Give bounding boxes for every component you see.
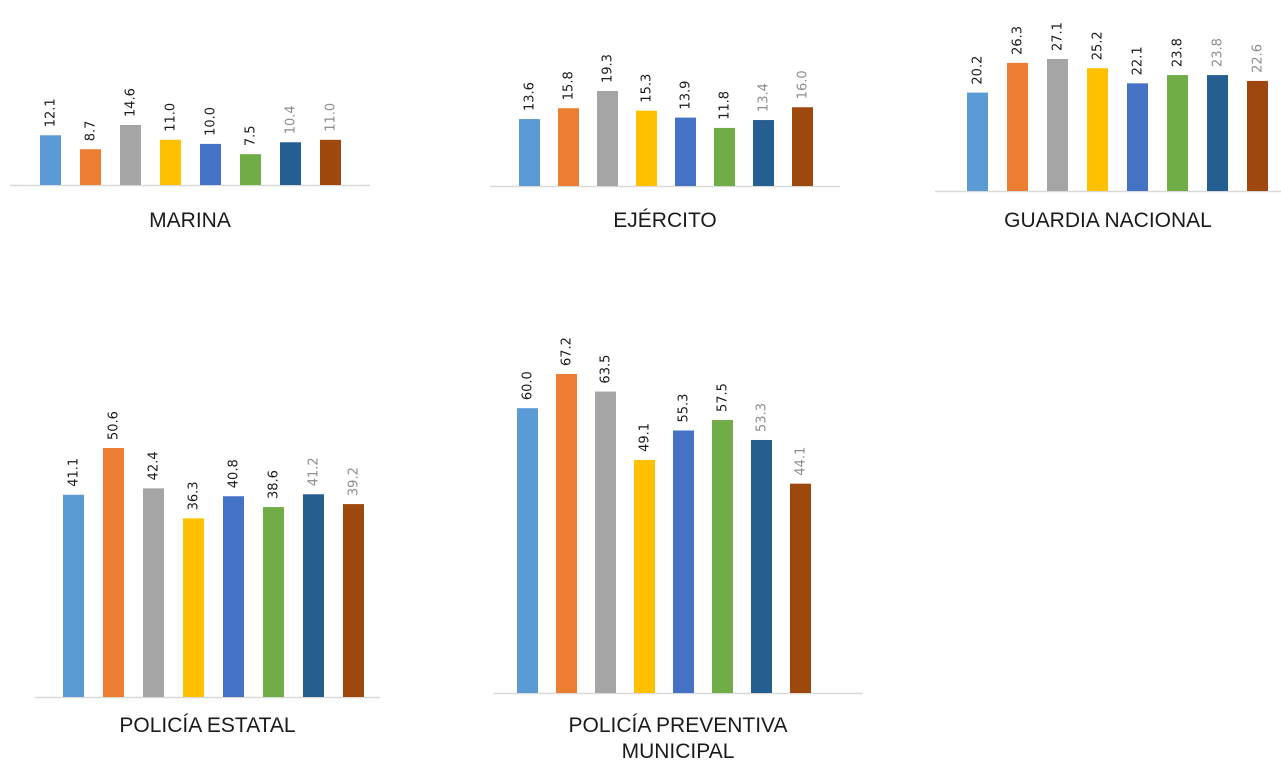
data-label-ejercito-7: 13.4 xyxy=(757,83,772,112)
data-label-policia-estatal-6: 38.6 xyxy=(267,470,282,499)
bar-guardia-nacional-8 xyxy=(1247,80,1268,191)
bar-policia-preventiva-municipal-2 xyxy=(556,374,577,693)
bar-ejercito-4 xyxy=(636,110,657,186)
bar-policia-estatal-2 xyxy=(103,448,124,697)
data-label-policia-estatal-8: 39.2 xyxy=(347,467,362,496)
data-label-marina-3: 14.6 xyxy=(124,88,139,117)
bar-guardia-nacional-5 xyxy=(1127,83,1148,191)
data-label-marina-4: 11.0 xyxy=(164,103,179,132)
data-label-policia-estatal-7: 41.2 xyxy=(307,457,322,486)
data-label-policia-estatal-3: 42.4 xyxy=(147,451,162,480)
chart-title-guardia-nacional: GUARDIA NACIONAL xyxy=(1004,209,1212,232)
data-label-guardia-nacional-5: 22.1 xyxy=(1131,46,1146,75)
bar-guardia-nacional-2 xyxy=(1007,62,1028,191)
data-label-policia-estatal-2: 50.6 xyxy=(107,411,122,440)
data-label-guardia-nacional-1: 20.2 xyxy=(971,56,986,85)
bar-policia-estatal-5 xyxy=(223,496,244,697)
chart-ejercito: 13.6 15.8 19.3 15.3 13.9 11.8 13.4 16.0 EJÉRCIT… xyxy=(490,40,840,240)
data-label-guardia-nacional-2: 26.3 xyxy=(1011,26,1026,55)
bar-ejercito-6 xyxy=(714,127,735,186)
bar-guardia-nacional-7 xyxy=(1207,75,1228,191)
data-label-policia-preventiva-municipal-6: 57.5 xyxy=(716,383,731,412)
bar-guardia-nacional-4 xyxy=(1087,68,1108,191)
data-label-policia-preventiva-municipal-1: 60.0 xyxy=(521,371,536,400)
bar-marina-7 xyxy=(280,142,301,185)
bar-policia-estatal-8 xyxy=(343,504,364,697)
bar-policia-preventiva-municipal-4 xyxy=(634,459,655,693)
data-label-policia-preventiva-municipal-4: 49.1 xyxy=(638,423,653,452)
chart-title-policia-estatal: POLICÍA ESTATAL xyxy=(119,714,296,737)
bar-policia-preventiva-municipal-8 xyxy=(790,483,811,693)
data-label-ejercito-2: 15.8 xyxy=(562,71,577,100)
bar-policia-preventiva-municipal-6 xyxy=(712,420,733,693)
data-label-ejercito-8: 16.0 xyxy=(796,70,811,99)
bar-ejercito-3 xyxy=(597,91,618,186)
bar-marina-3 xyxy=(120,125,141,185)
bar-policia-estatal-6 xyxy=(263,507,284,697)
bar-marina-2 xyxy=(80,149,101,185)
chart-marina: 12.1 8.7 14.6 11.0 10.0 7.5 10.4 11.0 MARINA xyxy=(10,40,370,240)
bar-policia-estatal-1 xyxy=(63,494,84,697)
chart-marina-plot: 12.1 8.7 14.6 11.0 10.0 7.5 10.4 11.0 xyxy=(10,88,370,187)
data-label-guardia-nacional-3: 27.1 xyxy=(1051,22,1066,51)
chart-policia-estatal: 41.1 50.6 42.4 36.3 40.8 38.6 41.2 39.2 POLICÍA… xyxy=(35,370,380,755)
bar-marina-6 xyxy=(240,154,261,185)
bar-ejercito-1 xyxy=(519,119,540,186)
bar-ejercito-2 xyxy=(558,108,579,186)
bar-marina-4 xyxy=(160,139,181,185)
bar-ejercito-7 xyxy=(753,120,774,186)
data-label-marina-1: 12.1 xyxy=(44,98,59,127)
chart-title-marina: MARINA xyxy=(149,209,231,232)
bar-policia-estatal-3 xyxy=(143,488,164,697)
bar-policia-preventiva-municipal-5 xyxy=(673,430,694,693)
data-label-marina-5: 10.0 xyxy=(204,107,219,136)
data-label-marina-8: 11.0 xyxy=(324,103,339,132)
chart-policia-preventiva-municipal: 60.0 67.2 63.5 49.1 55.3 57.5 53.3 44.1 POLICÍA… xyxy=(493,330,863,775)
chart-policia-preventiva-municipal-plot: 60.0 67.2 63.5 49.1 55.3 57.5 53.3 44.1 xyxy=(493,337,863,695)
chart-guardia-nacional-plot: 20.2 26.3 27.1 25.2 22.1 23.8 23.8 22.6 xyxy=(935,22,1281,193)
data-label-ejercito-3: 19.3 xyxy=(601,54,616,83)
data-label-marina-7: 10.4 xyxy=(284,105,299,134)
data-label-ejercito-5: 13.9 xyxy=(679,81,694,110)
data-label-policia-preventiva-municipal-2: 67.2 xyxy=(560,337,575,366)
bar-guardia-nacional-1 xyxy=(967,92,988,191)
bar-guardia-nacional-3 xyxy=(1047,59,1068,191)
bar-policia-estatal-7 xyxy=(303,494,324,697)
data-label-policia-estatal-5: 40.8 xyxy=(227,459,242,488)
data-label-policia-preventiva-municipal-8: 44.1 xyxy=(794,447,809,476)
chart-title-ejercito: EJÉRCITO xyxy=(613,209,717,232)
bar-marina-5 xyxy=(200,143,221,185)
chart-policia-estatal-plot: 41.1 50.6 42.4 36.3 40.8 38.6 41.2 39.2 xyxy=(35,411,380,699)
data-label-guardia-nacional-4: 25.2 xyxy=(1091,31,1106,60)
bar-marina-8 xyxy=(320,139,341,185)
chart-guardia-nacional: 20.2 26.3 27.1 25.2 22.1 23.8 23.8 22.6 GUARDIA… xyxy=(935,22,1281,265)
bar-policia-preventiva-municipal-3 xyxy=(595,391,616,693)
data-label-policia-estatal-1: 41.1 xyxy=(67,458,82,487)
bar-policia-estatal-4 xyxy=(183,518,204,697)
data-label-policia-estatal-4: 36.3 xyxy=(187,481,202,510)
bar-ejercito-5 xyxy=(675,117,696,186)
chart-ejercito-plot: 13.6 15.8 19.3 15.3 13.9 11.8 13.4 16.0 xyxy=(490,54,840,188)
bar-ejercito-8 xyxy=(792,107,813,186)
data-label-ejercito-6: 11.8 xyxy=(718,91,733,120)
data-label-guardia-nacional-6: 23.8 xyxy=(1171,38,1186,67)
data-label-guardia-nacional-8: 22.6 xyxy=(1251,44,1266,73)
data-label-ejercito-4: 15.3 xyxy=(640,74,655,103)
bar-guardia-nacional-6 xyxy=(1167,75,1188,191)
bar-policia-preventiva-municipal-7 xyxy=(751,439,772,693)
data-label-policia-preventiva-municipal-3: 63.5 xyxy=(599,355,614,384)
data-label-ejercito-1: 13.6 xyxy=(523,82,538,111)
bar-marina-1 xyxy=(40,135,61,185)
data-label-policia-preventiva-municipal-7: 53.3 xyxy=(755,403,770,432)
data-label-policia-preventiva-municipal-5: 55.3 xyxy=(677,394,692,423)
chart-title-policia-preventiva-municipal: POLICÍA PREVENTIVA MUNICIPAL xyxy=(568,714,788,763)
data-label-marina-6: 7.5 xyxy=(244,125,259,146)
data-label-marina-2: 8.7 xyxy=(84,121,99,142)
data-label-guardia-nacional-7: 23.8 xyxy=(1211,38,1226,67)
bar-policia-preventiva-municipal-1 xyxy=(517,408,538,693)
